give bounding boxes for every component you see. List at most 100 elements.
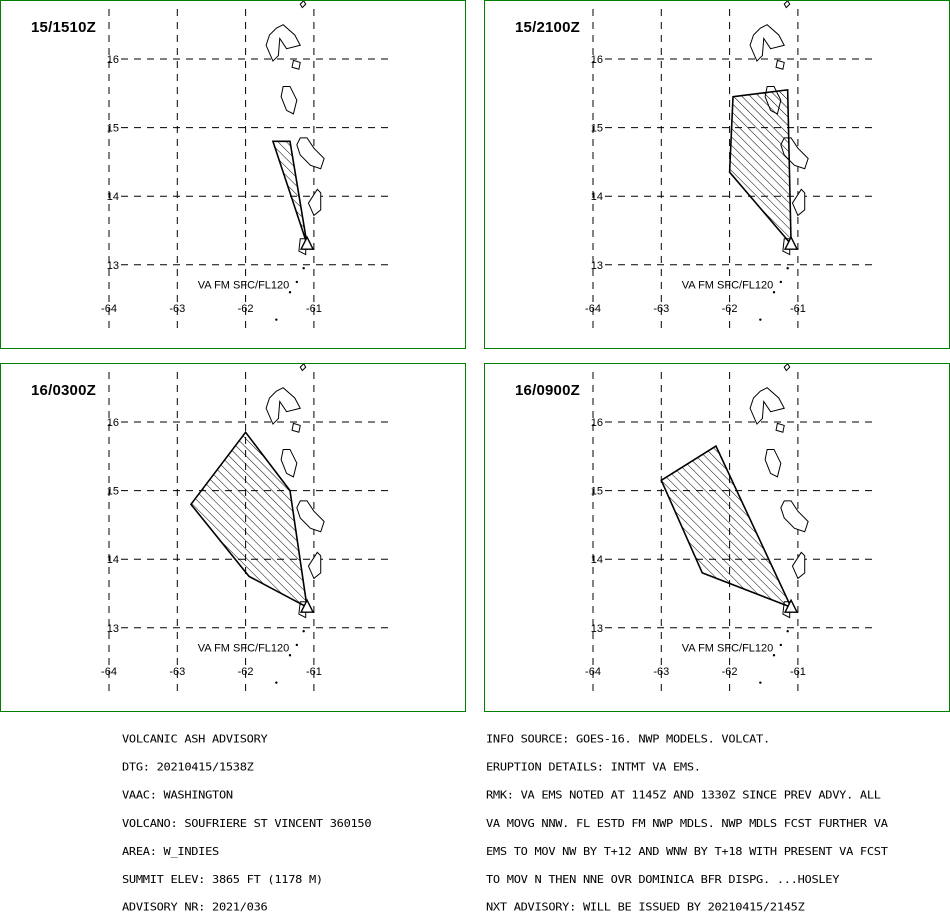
va-level-label: VA FM SFC/FL120 bbox=[682, 279, 774, 291]
advisory-line: DTG: 20210415/1538Z bbox=[122, 760, 254, 774]
grenadines-islet bbox=[779, 280, 783, 284]
volcano-icon bbox=[299, 598, 315, 613]
lon-tick-label: -64 bbox=[101, 303, 117, 315]
montserrat-island bbox=[299, 364, 307, 372]
advisory-line: EMS TO MOV NW BY T+12 AND WNW BY T+18 WI… bbox=[486, 845, 888, 858]
montserrat-island bbox=[299, 1, 307, 9]
va-level-label: VA FM SFC/FL120 bbox=[198, 642, 289, 654]
lat-tick-label: 14 bbox=[591, 554, 603, 566]
lat-tick-label: 13 bbox=[591, 260, 603, 272]
montserrat-island bbox=[783, 364, 791, 372]
ash-cloud-polygon bbox=[189, 430, 309, 609]
map-panel-1: -64 -63 -62 -61 16 15 14 13 VA FM SFC/FL120 15/1… bbox=[0, 0, 466, 349]
map-canvas: -64 -63 -62 -61 16 15 14 13 VA FM SFC/FL120 bbox=[101, 364, 389, 693]
map-panel-3: -64 -63 -62 -61 16 15 14 13 VA FM SFC/FL120 16/0… bbox=[0, 363, 466, 712]
martinique-island bbox=[780, 500, 809, 533]
advisory-line: VAAC: WASHINGTON bbox=[122, 788, 233, 802]
panel-time-label: 15/1510Z bbox=[31, 19, 96, 36]
lat-tick-label: 14 bbox=[591, 191, 603, 203]
guadeloupe-island bbox=[749, 24, 785, 62]
grenadines-islet bbox=[275, 681, 278, 684]
martinique-island bbox=[296, 500, 325, 533]
lat-tick-label: 13 bbox=[107, 623, 119, 635]
lat-tick-label: 16 bbox=[591, 417, 603, 429]
advisory-info-left: VOLCANIC ASH ADVISORY DTG: 20210415/1538… bbox=[122, 716, 372, 922]
st-lucia-island bbox=[307, 551, 322, 580]
guadeloupe-island bbox=[749, 387, 785, 425]
grenadines-islet bbox=[772, 291, 776, 294]
lon-tick-label: -63 bbox=[169, 303, 185, 315]
panel-time-label: 16/0900Z bbox=[515, 382, 580, 399]
marie-galante-island bbox=[775, 59, 785, 70]
lat-tick-label: 16 bbox=[107, 54, 119, 66]
grenadines-islet bbox=[295, 643, 299, 647]
panel-time-label: 15/2100Z bbox=[515, 19, 580, 36]
lon-tick-label: -62 bbox=[238, 666, 254, 678]
grenadines-islet bbox=[772, 654, 776, 657]
martinique-island bbox=[296, 137, 325, 170]
st-lucia-island bbox=[791, 188, 806, 217]
lon-tick-label: -61 bbox=[790, 666, 806, 678]
lon-tick-label: -64 bbox=[101, 666, 117, 678]
st-lucia-island bbox=[791, 551, 806, 580]
lon-tick-label: -64 bbox=[585, 666, 601, 678]
grenadines-islet bbox=[759, 681, 762, 684]
advisory-line: RMK: VA EMS NOTED AT 1145Z AND 1330Z SIN… bbox=[486, 788, 881, 802]
lon-tick-label: -64 bbox=[585, 303, 601, 315]
advisory-line: VA MOVG NNW. FL ESTD FM NWP MDLS. NWP MD… bbox=[486, 817, 888, 830]
volcano-icon bbox=[783, 235, 799, 250]
map-panel-4: -64 -63 -62 -61 16 15 14 13 VA FM SFC/FL120 16/0… bbox=[484, 363, 950, 712]
guadeloupe-island bbox=[265, 24, 301, 62]
lat-tick-label: 16 bbox=[591, 54, 603, 66]
grenadines-islet bbox=[288, 291, 292, 294]
panel-time-label: 16/0300Z bbox=[31, 382, 96, 399]
lat-tick-label: 14 bbox=[107, 554, 119, 566]
lat-tick-label: 14 bbox=[107, 191, 119, 203]
lon-tick-label: -63 bbox=[653, 303, 669, 315]
lon-tick-label: -61 bbox=[306, 666, 322, 678]
grenadines-islet bbox=[779, 643, 783, 647]
advisory-line: SUMMIT ELEV: 3865 FT (1178 M) bbox=[122, 873, 323, 886]
advisory-line: INFO SOURCE: GOES-16. NWP MODELS. VOLCAT… bbox=[486, 732, 770, 746]
dominica-island bbox=[764, 448, 782, 478]
lat-tick-label: 15 bbox=[591, 486, 603, 498]
lat-tick-label: 15 bbox=[107, 123, 119, 135]
advisory-line: TO MOV N THEN NNE OVR DOMINICA BFR DISPG… bbox=[486, 873, 840, 886]
lon-tick-label: -63 bbox=[653, 666, 669, 678]
montserrat-island bbox=[783, 1, 791, 9]
lat-tick-label: 15 bbox=[591, 123, 603, 135]
guadeloupe-island bbox=[265, 387, 301, 425]
ash-cloud-polygon bbox=[728, 88, 792, 247]
dominica-island bbox=[280, 85, 298, 115]
advisory-line: NXT ADVISORY: WILL BE ISSUED BY 20210415… bbox=[486, 901, 805, 914]
va-level-label: VA FM SFC/FL120 bbox=[198, 279, 289, 291]
map-canvas: -64 -63 -62 -61 16 15 14 13 VA FM SFC/FL120 bbox=[585, 364, 873, 693]
advisory-info-right: INFO SOURCE: GOES-16. NWP MODELS. VOLCAT… bbox=[486, 716, 888, 922]
grenadines-islet bbox=[786, 630, 789, 633]
grenadines-islet bbox=[759, 318, 762, 321]
grenadines-islet bbox=[302, 630, 305, 633]
advisory-line: VOLCANIC ASH ADVISORY bbox=[122, 732, 268, 746]
marie-galante-island bbox=[291, 422, 301, 433]
advisory-line: ERUPTION DETAILS: INTMT VA EMS. bbox=[486, 760, 701, 774]
advisory-line: VOLCANO: SOUFRIERE ST VINCENT 360150 bbox=[122, 817, 372, 830]
lon-tick-label: -62 bbox=[722, 666, 738, 678]
dominica-island bbox=[280, 448, 298, 478]
map-panel-2: -64 -63 -62 -61 16 15 14 13 VA FM SFC/FL120 15/2… bbox=[484, 0, 950, 349]
lat-tick-label: 13 bbox=[591, 623, 603, 635]
volcano-icon bbox=[783, 598, 799, 613]
lat-tick-label: 16 bbox=[107, 417, 119, 429]
advisory-line: ADVISORY NR: 2021/036 bbox=[122, 901, 268, 914]
grenadines-islet bbox=[302, 267, 305, 270]
lat-tick-label: 15 bbox=[107, 486, 119, 498]
grenadines-islet bbox=[288, 654, 292, 657]
grenadines-islet bbox=[786, 267, 789, 270]
ash-cloud-polygon bbox=[271, 140, 308, 245]
marie-galante-island bbox=[291, 59, 301, 70]
volcano-icon bbox=[299, 235, 315, 250]
grenadines-islet bbox=[275, 318, 278, 321]
lon-tick-label: -62 bbox=[238, 303, 254, 315]
map-canvas: -64 -63 -62 -61 16 15 14 13 VA FM SFC/FL120 bbox=[101, 1, 389, 330]
marie-galante-island bbox=[775, 422, 785, 433]
va-level-label: VA FM SFC/FL120 bbox=[682, 642, 774, 654]
